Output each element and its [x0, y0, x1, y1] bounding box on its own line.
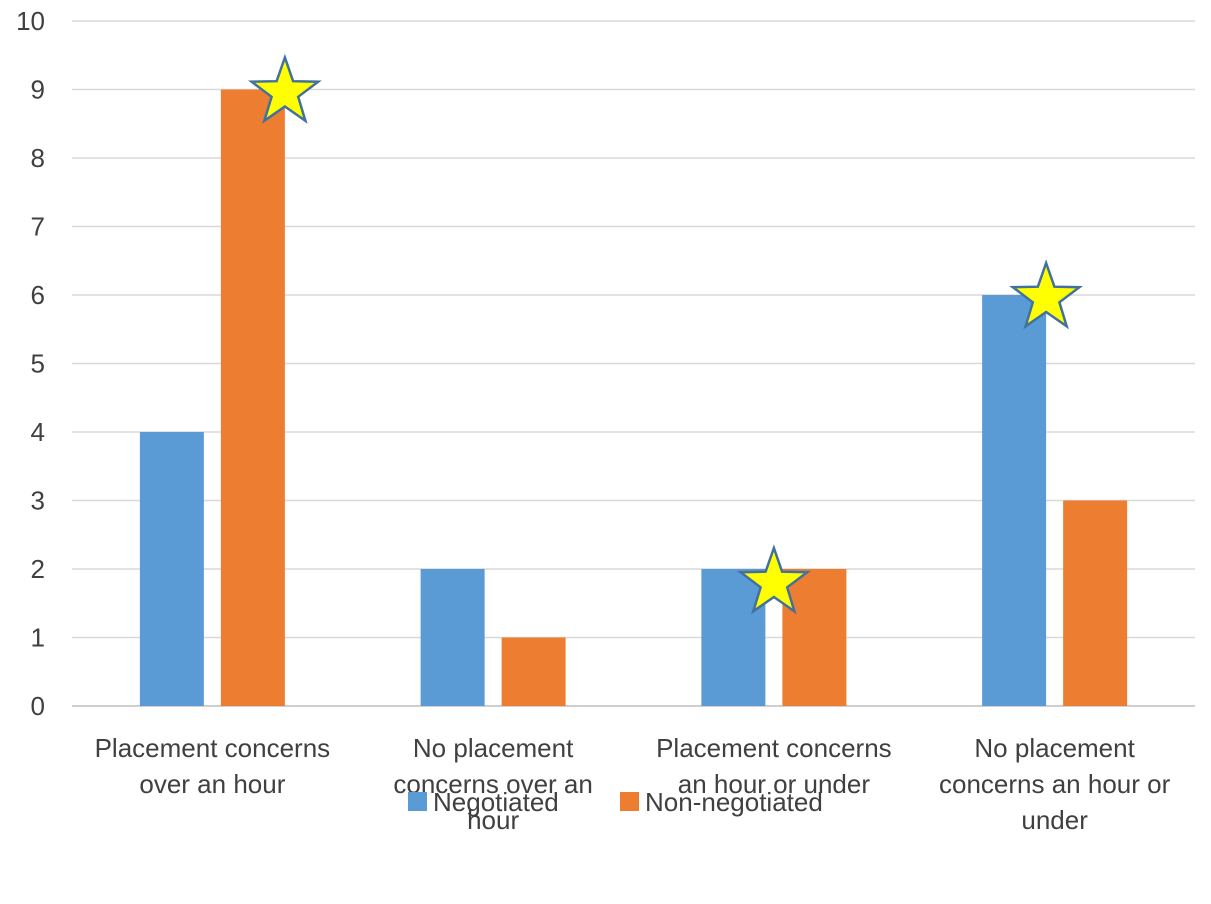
y-tick-label: 5 [31, 349, 45, 379]
y-tick-label: 3 [31, 486, 45, 516]
category-label: over an hour [139, 769, 285, 799]
category-label: No placement [413, 733, 574, 763]
category-label: concerns an hour or [939, 769, 1171, 799]
star-markers [247, 53, 1084, 615]
bar-negotiated-1 [420, 569, 485, 706]
y-tick-label: 6 [31, 280, 45, 310]
bar-non-negotiated-2 [782, 569, 847, 706]
category-label: an hour or under [678, 769, 871, 799]
y-tick-label: 2 [31, 554, 45, 584]
y-tick-label: 9 [31, 75, 45, 105]
bar-non-negotiated-3 [1063, 500, 1128, 706]
bar-negotiated-3 [982, 295, 1047, 706]
legend: Negotiated Non-negotiated [408, 787, 823, 817]
star-icon [736, 544, 811, 615]
y-tick-label: 1 [31, 623, 45, 653]
legend-label: Non-negotiated [645, 787, 823, 817]
y-tick-label: 8 [31, 143, 45, 173]
category-label: Placement concerns [656, 733, 892, 763]
legend-swatch [408, 792, 427, 811]
y-axis-ticks: 0 1 2 3 4 5 6 7 8 9 10 [16, 6, 45, 721]
y-tick-label: 7 [31, 212, 45, 242]
category-label: No placement [974, 733, 1135, 763]
bar-negotiated-0 [139, 432, 204, 706]
category-label: under [1021, 805, 1088, 835]
star-icon [247, 53, 322, 124]
bar-non-negotiated-0 [220, 89, 285, 706]
star-icon [1009, 259, 1084, 330]
y-tick-label: 0 [31, 691, 45, 721]
x-axis-categories: Placement concerns over an hour No placeme… [95, 733, 1171, 835]
legend-label: Negotiated [433, 787, 559, 817]
bars [139, 89, 1128, 706]
bar-negotiated-2 [701, 569, 766, 706]
legend-swatch [620, 792, 639, 811]
bar-non-negotiated-1 [501, 637, 566, 706]
category-label: Placement concerns [95, 733, 331, 763]
y-tick-label: 4 [31, 417, 45, 447]
y-tick-label: 10 [16, 6, 45, 36]
category-label: hour [467, 805, 519, 835]
